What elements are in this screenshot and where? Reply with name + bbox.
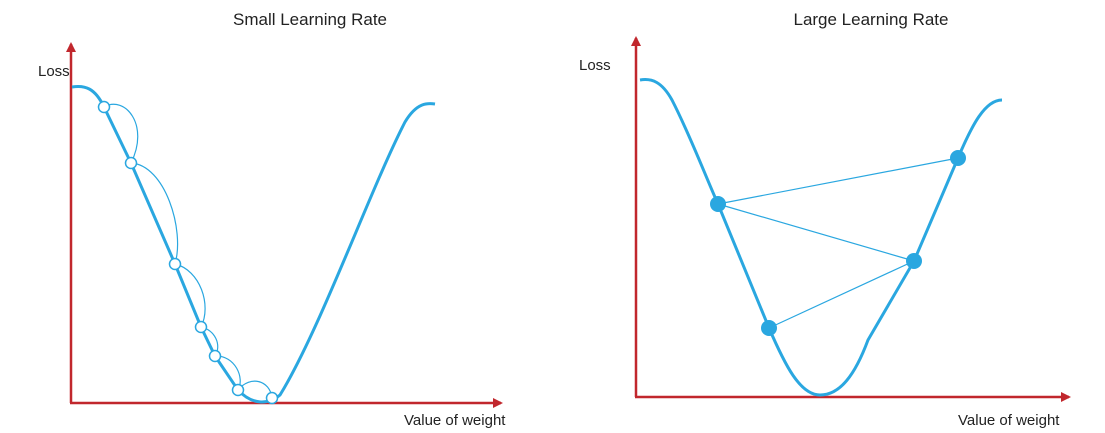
step-marker <box>97 100 111 114</box>
x-axis-label: Value of weight <box>404 412 506 429</box>
step-arc <box>103 103 139 164</box>
gradient-jump-lines <box>717 157 959 329</box>
panel-small-learning-rate: Small Learning Rate Loss Value of weight <box>38 10 506 429</box>
gradient-step-arcs <box>103 103 273 399</box>
loss-curve <box>639 78 1003 397</box>
step-marker <box>194 320 208 334</box>
panel-title: Large Learning Rate <box>793 10 948 29</box>
step-arc <box>174 263 206 328</box>
y-axis-label: Loss <box>38 63 70 80</box>
panel-large-learning-rate: Large Learning Rate Loss Value of weight <box>579 10 1071 429</box>
jump-marker <box>950 150 966 166</box>
gradient-jump-markers <box>710 150 966 336</box>
step-arc <box>130 162 179 265</box>
jump-marker <box>710 196 726 212</box>
jump-line <box>717 157 959 205</box>
jump-marker <box>906 253 922 269</box>
step-marker <box>208 349 222 363</box>
panel-title: Small Learning Rate <box>233 10 387 29</box>
y-axis-label: Loss <box>579 57 611 74</box>
jump-marker <box>761 320 777 336</box>
x-axis-label: Value of weight <box>958 412 1060 429</box>
jump-line <box>717 203 915 262</box>
gradient-step-markers <box>97 100 279 405</box>
step-marker <box>231 383 245 397</box>
step-marker <box>124 156 138 170</box>
jump-line <box>768 260 915 329</box>
step-marker <box>168 257 182 271</box>
step-marker <box>265 391 279 405</box>
loss-curve <box>71 85 436 404</box>
